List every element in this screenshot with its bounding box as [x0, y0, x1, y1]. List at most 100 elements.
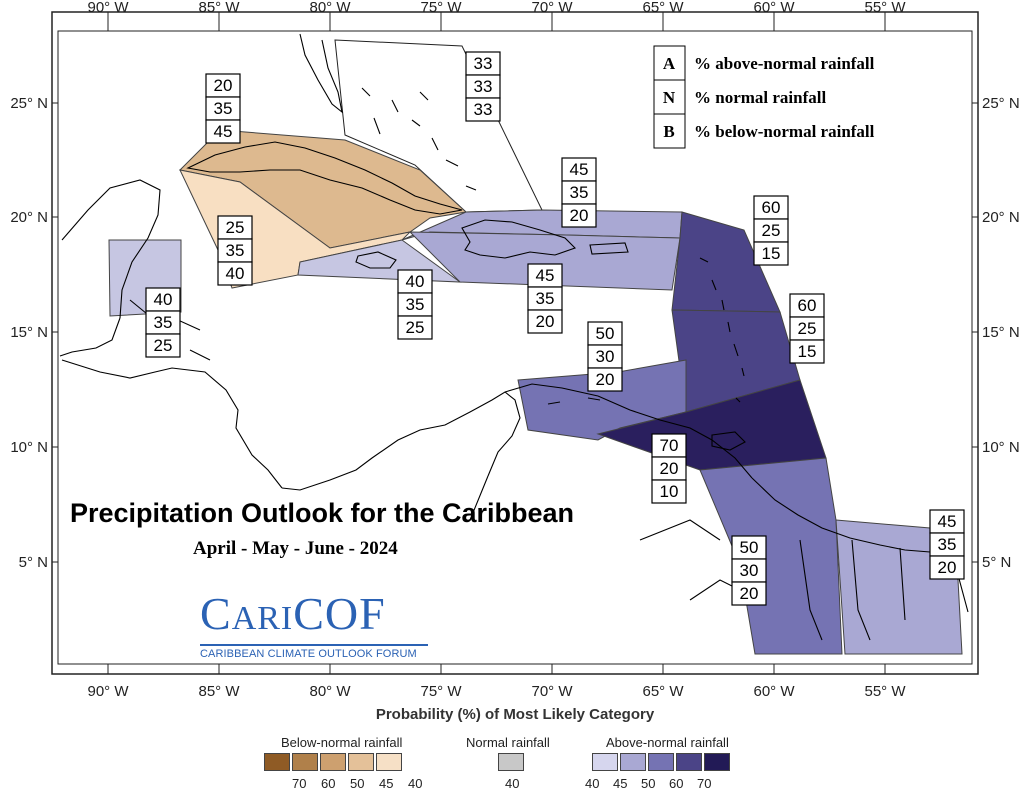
probability-value: 50: [740, 538, 759, 557]
value-box: [465, 97, 501, 122]
lon-labels-bottom: 90° W 85° W 80° W 75° W 70° W 65° W 60° …: [87, 683, 906, 700]
coastline-trinidad: [711, 431, 746, 451]
scale-tick-label: 45: [613, 776, 628, 791]
probability-value: 10: [660, 482, 679, 501]
lon-label: 80° W: [309, 0, 351, 16]
probability-value: 40: [226, 264, 245, 283]
legend-key-box: [653, 113, 686, 149]
scale-swatch: [376, 753, 402, 771]
coastline-jamaica: [355, 251, 397, 269]
probability-value: 45: [536, 266, 555, 285]
value-box: [753, 241, 789, 266]
map-title: Precipitation Outlook for the Caribbean: [70, 498, 575, 528]
scale-tick-label: 40: [408, 776, 423, 791]
value-box: [527, 309, 563, 334]
probability-value: 20: [596, 370, 615, 389]
probability-value: 35: [938, 535, 957, 554]
lat-label: 10° N: [10, 439, 48, 456]
scale-swatch: [620, 753, 646, 771]
probability-value: 40: [154, 290, 173, 309]
caricof-logo-wordmark: CARICOF: [200, 590, 432, 643]
lon-label: 70° W: [531, 0, 573, 16]
scale-above-swatches: [592, 753, 732, 771]
scale-swatch: [348, 753, 374, 771]
probability-value: 15: [762, 244, 781, 263]
scale-swatch: [648, 753, 674, 771]
category-key-legend: A N B % above-normal rainfall % normal r…: [653, 45, 875, 149]
lat-label: 5° N: [982, 554, 1011, 571]
probability-value: 20: [536, 312, 555, 331]
scale-normal-label: Normal rainfall: [466, 735, 550, 750]
caricof-logo: CARICOF CARIBBEAN CLIMATE OUTLOOK FORUM: [200, 590, 432, 660]
logo-letters-small: ARI: [231, 600, 294, 637]
probability-value: 15: [798, 342, 817, 361]
probability-value: 25: [762, 221, 781, 240]
forecast-period: April - May - June - 2024: [193, 538, 398, 559]
scale-tick-label: 70: [697, 776, 712, 791]
coastlines: [59, 33, 969, 641]
probability-value: 20: [938, 558, 957, 577]
lat-label: 15° N: [982, 324, 1020, 341]
scale-below-label: Below-normal rainfall: [281, 735, 403, 750]
probability-value: 30: [740, 561, 759, 580]
scale-tick-label: 40: [505, 776, 520, 791]
scale-tick-label: 70: [292, 776, 307, 791]
lon-label: 75° W: [420, 0, 462, 16]
probability-value: 70: [660, 436, 679, 455]
value-box: [651, 479, 687, 504]
probability-value: 25: [406, 318, 425, 337]
lat-label: 25° N: [10, 95, 48, 112]
probability-value: 35: [536, 289, 555, 308]
coastline-hispaniola: [461, 219, 577, 259]
logo-rule: [200, 644, 428, 646]
scale-tick-label: 60: [321, 776, 336, 791]
lon-label: 60° W: [753, 0, 795, 16]
coastline-venezuela: [597, 395, 753, 479]
region-guyana: [699, 457, 843, 655]
probability-value: 25: [154, 336, 173, 355]
legend-text: % below-normal rainfall: [694, 122, 875, 141]
scale-tick-label: 50: [350, 776, 365, 791]
probability-value: 35: [214, 99, 233, 118]
scale-normal-swatches: [498, 753, 526, 771]
probability-value: 35: [154, 313, 173, 332]
map-inner-frame: [57, 30, 973, 665]
border-inland: [469, 475, 906, 641]
probability-value: 45: [570, 160, 589, 179]
scale-swatch: [320, 753, 346, 771]
coastline-puerto-rico: [589, 242, 629, 255]
probability-value: 20: [740, 584, 759, 603]
probability-value: 33: [474, 54, 493, 73]
lat-labels-right: 25° N 20° N 15° N 10° N 5° N: [982, 95, 1020, 571]
scale-tick-label: 60: [669, 776, 684, 791]
lon-labels-top: 90° W 85° W 80° W 75° W 70° W 65° W 60° …: [87, 0, 906, 16]
value-box: [217, 261, 253, 286]
scale-above-label: Above-normal rainfall: [606, 735, 729, 750]
legend-key: N: [663, 88, 676, 107]
probability-value: 20: [570, 206, 589, 225]
lat-labels-left: 25° N 20° N 15° N 10° N 5° N: [10, 95, 48, 571]
lon-label: 65° W: [642, 0, 684, 16]
logo-letter: C: [200, 588, 232, 639]
lat-label: 10° N: [982, 439, 1020, 456]
scale-swatch: [704, 753, 730, 771]
coastline-cuba: [186, 141, 463, 215]
lon-label: 90° W: [87, 0, 129, 16]
scale-tick-label: 50: [641, 776, 656, 791]
scale-swatch: [264, 753, 290, 771]
lat-label: 20° N: [982, 209, 1020, 226]
scale-swatch: [498, 753, 524, 771]
probability-value: 35: [406, 295, 425, 314]
value-box: [929, 555, 965, 580]
scale-below-swatches: [264, 753, 404, 771]
value-box: [587, 367, 623, 392]
caricof-logo-subtitle: CARIBBEAN CLIMATE OUTLOOK FORUM: [200, 648, 417, 660]
scale-swatch: [676, 753, 702, 771]
probability-value: 20: [214, 76, 233, 95]
scale-swatch: [292, 753, 318, 771]
lat-label: 15° N: [10, 324, 48, 341]
coastline-central-america: [59, 317, 283, 489]
coastline-panama-colombia: [281, 383, 599, 491]
coastline-antilles: [547, 257, 745, 405]
